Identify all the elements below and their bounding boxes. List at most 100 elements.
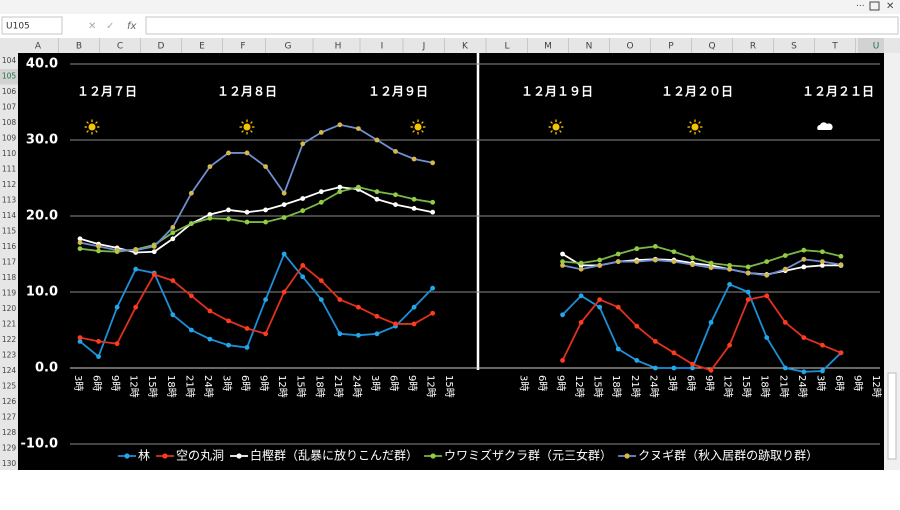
- data-point: [263, 331, 268, 337]
- scroll-thumb[interactable]: [887, 372, 897, 460]
- data-point: [96, 248, 101, 254]
- close-button[interactable]: ✕: [886, 1, 894, 12]
- row-header: 107: [2, 103, 17, 112]
- data-point: [300, 196, 306, 201]
- name-box[interactable]: [1, 16, 63, 35]
- data-point: [300, 208, 306, 214]
- data-point: [615, 304, 621, 310]
- row-header: 120: [2, 304, 17, 313]
- data-point: [838, 262, 844, 268]
- sun-core: [243, 123, 251, 131]
- data-point: [652, 257, 658, 263]
- legend-marker: [162, 453, 168, 459]
- data-point: [263, 207, 268, 213]
- data-point: [727, 282, 732, 287]
- x-tick-label: 3時: [814, 375, 826, 391]
- date-annotation: １２月７日: [77, 85, 137, 99]
- x-tick-label: 9時: [852, 375, 864, 391]
- data-point: [77, 339, 83, 344]
- data-point: [356, 184, 361, 190]
- x-tick-label: 12時: [128, 375, 140, 398]
- data-point: [318, 199, 324, 205]
- data-point: [727, 342, 732, 348]
- data-point: [782, 266, 788, 272]
- vertical-scrollbar[interactable]: [884, 53, 900, 470]
- row-header: 125: [2, 382, 17, 391]
- x-tick-label: 9時: [555, 375, 567, 391]
- data-point: [671, 350, 677, 356]
- row-header: 121: [2, 320, 17, 329]
- data-point: [801, 256, 807, 262]
- data-point: [281, 215, 287, 220]
- legend-label: ウワミズザクラ群（元三女群）: [444, 448, 612, 463]
- y-tick-label: 0.0: [35, 361, 58, 376]
- column-header: Q: [708, 42, 715, 52]
- data-point: [77, 240, 83, 246]
- row-header: 114: [2, 211, 17, 220]
- data-point: [615, 251, 621, 257]
- column-header-bar: [0, 38, 900, 53]
- x-tick-label: 9時: [109, 375, 121, 391]
- x-tick-label: 6時: [239, 375, 251, 391]
- data-point: [578, 260, 584, 266]
- data-point: [207, 336, 213, 342]
- legend-label: 林: [138, 449, 150, 463]
- series-line: [79, 264, 842, 372]
- restore-button[interactable]: [869, 1, 880, 11]
- chart-area[interactable]: [18, 53, 884, 470]
- data-point: [226, 207, 231, 213]
- legend-label: 白樫群（乱暴に放りこんだ群）: [250, 448, 418, 463]
- sun-ray: [689, 121, 692, 124]
- data-point: [745, 264, 751, 270]
- sun-ray: [95, 121, 98, 124]
- data-point: [337, 189, 343, 195]
- data-point: [133, 266, 139, 272]
- y-tick-label: 20.0: [26, 209, 58, 224]
- column-header: M: [544, 42, 552, 52]
- data-point: [374, 331, 380, 337]
- data-point: [708, 367, 714, 373]
- data-point: [207, 212, 213, 217]
- sun-ray: [421, 121, 424, 124]
- data-point: [838, 253, 844, 259]
- sun-ray: [559, 130, 562, 133]
- row-header: 106: [2, 87, 17, 96]
- data-point: [411, 206, 417, 211]
- legend-marker: [624, 453, 630, 459]
- formula-bar[interactable]: [145, 16, 899, 35]
- data-point: [281, 190, 287, 196]
- fx-icon[interactable]: fx: [127, 21, 137, 32]
- x-tick-label: 18時: [610, 375, 622, 398]
- sun-icon: [239, 119, 255, 135]
- data-point: [188, 190, 194, 196]
- data-point: [77, 246, 83, 252]
- series-line: [79, 123, 842, 277]
- row-header: 113: [2, 196, 17, 205]
- data-point: [411, 196, 417, 202]
- data-point: [690, 365, 695, 371]
- data-point: [820, 263, 825, 268]
- x-tick-label: 12時: [870, 375, 882, 398]
- y-tick-label: 40.0: [26, 57, 58, 72]
- column-header: K: [462, 42, 469, 52]
- x-tick-label: 6時: [684, 375, 696, 391]
- sun-ray: [412, 130, 415, 133]
- sun-ray: [241, 121, 244, 124]
- data-point: [188, 221, 194, 227]
- x-tick-label: 6時: [833, 375, 845, 391]
- data-point: [690, 262, 695, 268]
- ribbon-menu[interactable]: ···: [856, 2, 865, 12]
- selected-column: [858, 38, 884, 53]
- column-header: O: [626, 42, 633, 52]
- data-point: [615, 259, 621, 264]
- data-point: [430, 285, 436, 291]
- data-point: [263, 297, 268, 302]
- data-point: [708, 260, 714, 266]
- data-point: [430, 160, 436, 166]
- x-tick-label: 12時: [425, 375, 437, 398]
- sun-icon: [548, 119, 564, 135]
- x-tick-label: 21時: [332, 375, 344, 398]
- data-point: [652, 339, 658, 344]
- cancel-icon[interactable]: ✕: [88, 21, 96, 32]
- enter-icon[interactable]: ✓: [106, 21, 114, 32]
